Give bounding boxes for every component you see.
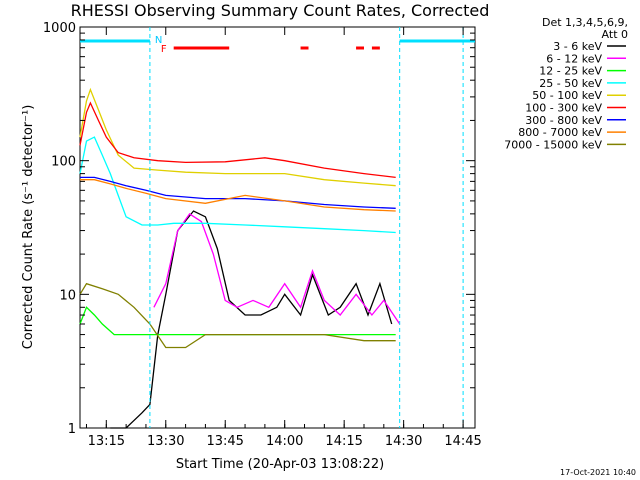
- legend-label-8: 7000 - 15000 keV: [504, 138, 602, 151]
- y-tick-label-3: 1000: [43, 21, 76, 36]
- series-line-1: [153, 213, 401, 325]
- legend-title-line1: Det 1,3,4,5,6,9,: [542, 16, 628, 29]
- y-axis-label: Corrected Count Rate (s⁻¹ detector⁻¹): [21, 105, 36, 350]
- legend-label-5: 100 - 300 keV: [525, 102, 602, 115]
- series-line-5: [79, 101, 396, 179]
- x-tick-label-0: 13:15: [88, 434, 125, 449]
- flag-f: F: [161, 44, 167, 55]
- legend-label-4: 50 - 100 keV: [532, 89, 602, 102]
- legend-title-line2: Att 0: [602, 28, 628, 41]
- legend-label-1: 6 - 12 keV: [546, 52, 602, 65]
- series-line-7: [80, 179, 396, 212]
- legend-label-6: 300 - 800 keV: [525, 114, 602, 127]
- series-line-3: [79, 136, 396, 234]
- chart-title: RHESSI Observing Summary Count Rates, Co…: [71, 1, 490, 20]
- y-tick-label-2: 100: [51, 155, 76, 170]
- legend-label-0: 3 - 6 keV: [553, 40, 602, 53]
- series-line-2: [79, 306, 396, 336]
- series-line-0: [110, 210, 393, 429]
- timestamp: 17-Oct-2021 10:40: [560, 468, 636, 477]
- legend-label-3: 25 - 50 keV: [539, 77, 602, 90]
- flag-n: N: [155, 35, 162, 46]
- x-tick-label-1: 13:30: [147, 434, 184, 449]
- x-axis-label: Start Time (20-Apr-03 13:08:22): [176, 457, 384, 472]
- series-line-8: [79, 282, 396, 349]
- y-tick-label-0: 1: [68, 422, 76, 437]
- x-tick-label-2: 13:45: [206, 434, 243, 449]
- plot-area: NF 13:15 13:30 13:45 14:00 14:15 14:30 14:45 1 10…: [43, 21, 482, 449]
- series-line-4: [79, 87, 396, 187]
- x-tick-label-6: 14:45: [444, 434, 481, 449]
- legend-label-7: 800 - 7000 keV: [518, 126, 602, 139]
- x-tick-label-4: 14:15: [325, 434, 362, 449]
- x-tick-label-5: 14:30: [385, 434, 422, 449]
- y-tick-label-1: 10: [59, 288, 76, 303]
- x-tick-label-3: 14:00: [266, 434, 303, 449]
- legend-label-2: 12 - 25 keV: [539, 65, 602, 78]
- series-line-6: [80, 176, 396, 209]
- plot-frame: [79, 26, 476, 429]
